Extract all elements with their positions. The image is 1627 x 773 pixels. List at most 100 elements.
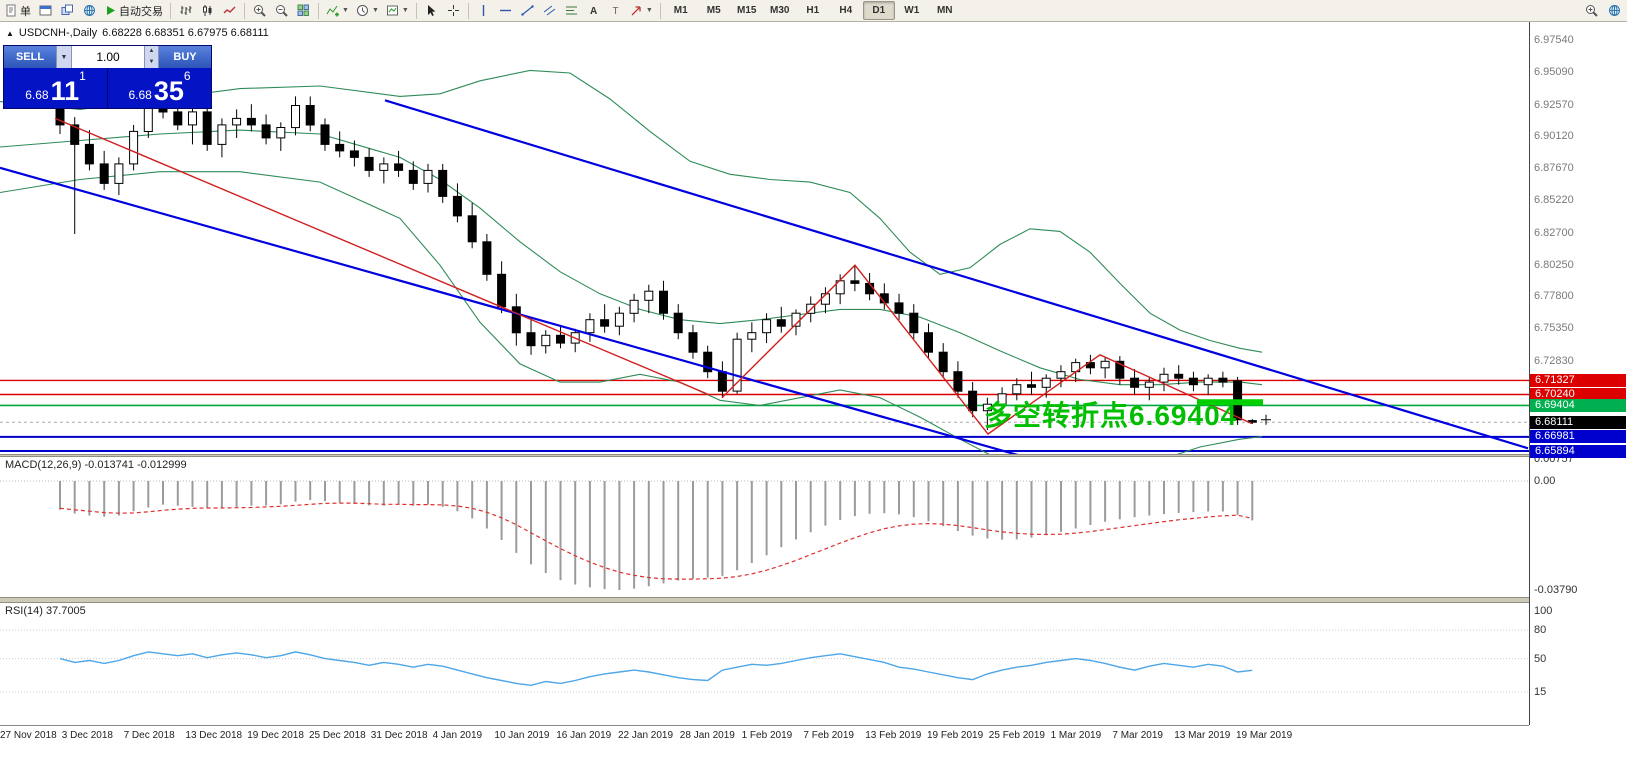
line-chart-button[interactable] xyxy=(219,1,240,20)
price-axis-label: 6.72830 xyxy=(1534,354,1574,367)
profiles-button[interactable] xyxy=(57,1,78,20)
auto-trading-button[interactable]: 自动交易 xyxy=(101,1,166,20)
date-label: 7 Feb 2019 xyxy=(803,730,854,741)
order-type-dropdown[interactable]: ▼ xyxy=(56,46,72,68)
chevron-down-icon: ▼ xyxy=(342,7,349,14)
candlestick-chart-icon xyxy=(201,4,214,17)
zoom-out-icon xyxy=(275,4,288,17)
price-axis-label: 0.00 xyxy=(1534,475,1556,487)
templates-icon xyxy=(386,4,399,17)
blue-channel-upper xyxy=(384,99,1529,450)
templates-button[interactable]: ▼ xyxy=(383,1,412,20)
timeframe-m5-button[interactable]: M5 xyxy=(706,5,721,16)
cursor-button[interactable] xyxy=(421,1,442,20)
market-watch-icon xyxy=(83,4,96,17)
indicators-icon xyxy=(326,4,339,17)
crosshair-marker xyxy=(1261,414,1271,425)
sell-quote[interactable]: 6.68 11 1 xyxy=(4,68,107,108)
timeframe-d1-button[interactable]: D1 xyxy=(862,1,895,20)
date-label: 10 Jan 2019 xyxy=(494,730,550,741)
price-tag: 6.68111 xyxy=(1530,415,1626,429)
panel-divider[interactable] xyxy=(0,454,1627,457)
volume-down-icon[interactable]: ▼ xyxy=(148,59,155,65)
new-order-button-label: 单 xyxy=(20,5,31,18)
candlestick-chart-button[interactable] xyxy=(197,1,218,20)
vertical-line-button[interactable] xyxy=(473,1,494,20)
zoom-out-button[interactable] xyxy=(271,1,292,20)
timeframe-m30-button[interactable]: M30 xyxy=(770,5,790,16)
price-axis-label: 6.87670 xyxy=(1534,162,1574,175)
market-watch-button[interactable] xyxy=(79,1,100,20)
price-tag: 6.70240 xyxy=(1530,388,1626,401)
price-axis[interactable] xyxy=(1529,22,1627,725)
toolbar: 单 自动交易 ▼ ▼ ▼ A T ▼ M1 M5 M15 M30 H1 H4 D1 W1 MN xyxy=(0,0,1627,22)
new-order-button[interactable]: 单 xyxy=(2,1,34,20)
auto-trading-button-label: 自动交易 xyxy=(119,5,163,18)
macd-panel[interactable] xyxy=(0,457,1529,597)
date-label: 4 Jan 2019 xyxy=(432,730,483,741)
sell-price-pips: 11 xyxy=(50,76,80,106)
price-axis-label: 6.95090 xyxy=(1534,65,1574,78)
bollinger-middle-line xyxy=(0,129,1263,386)
timeframe-mn-button[interactable]: MN xyxy=(936,5,953,16)
price-axis-label: 50 xyxy=(1534,652,1547,665)
volume-up-icon[interactable]: ▲ xyxy=(148,48,155,54)
date-label: 19 Feb 2019 xyxy=(927,730,984,741)
channel-button[interactable] xyxy=(539,1,560,20)
channel-icon xyxy=(543,4,556,17)
label-button[interactable]: T xyxy=(605,1,626,20)
timeframe-h4-button[interactable]: H4 xyxy=(839,5,853,16)
new-chart-icon xyxy=(39,4,52,17)
rsi-panel[interactable] xyxy=(0,603,1529,725)
volume-input[interactable] xyxy=(72,46,144,68)
buy-button[interactable]: BUY xyxy=(159,46,211,68)
fibonacci-button[interactable] xyxy=(561,1,582,20)
label-icon: T xyxy=(609,4,622,17)
one-click-trading-panel: SELL ▼ ▲▼ BUY 6.68 11 1 6.68 35 6 xyxy=(3,45,212,109)
crosshair-button[interactable] xyxy=(443,1,464,20)
svg-text:T: T xyxy=(612,6,618,17)
timeframe-w1-button[interactable]: W1 xyxy=(904,5,920,16)
fibonacci-icon xyxy=(565,4,578,17)
periods-button[interactable]: ▼ xyxy=(353,1,382,20)
date-label: 25 Dec 2018 xyxy=(309,730,366,741)
bar-chart-button[interactable] xyxy=(175,1,196,20)
zoom-in-button[interactable] xyxy=(249,1,270,20)
sell-button[interactable]: SELL xyxy=(4,46,56,68)
text-button[interactable]: A xyxy=(583,1,604,20)
date-label: 13 Dec 2018 xyxy=(185,730,243,741)
timeframe-h1-button[interactable]: H1 xyxy=(806,5,820,16)
panel-divider[interactable] xyxy=(0,597,1627,603)
community-button[interactable] xyxy=(1604,1,1625,20)
red-trendline xyxy=(54,117,711,396)
date-label: 19 Dec 2018 xyxy=(247,730,304,741)
toolbar-right-buttons xyxy=(1581,1,1625,20)
arrows-button[interactable]: ▼ xyxy=(627,1,656,20)
indicators-button[interactable]: ▼ xyxy=(323,1,352,20)
date-label: 13 Mar 2019 xyxy=(1174,730,1231,741)
date-label: 7 Dec 2018 xyxy=(123,730,175,741)
tile-windows-button[interactable] xyxy=(293,1,314,20)
time-axis[interactable]: 27 Nov 2018 3 Dec 2018 7 Dec 2018 13 Dec 20… xyxy=(0,725,1529,746)
date-label: 19 Mar 2019 xyxy=(1236,730,1293,741)
new-order-icon xyxy=(5,4,18,17)
trendline-button[interactable] xyxy=(517,1,538,20)
date-label: 22 Jan 2019 xyxy=(618,730,674,741)
sell-price-prefix: 6.68 xyxy=(25,88,49,102)
trendlines[interactable] xyxy=(0,99,1529,454)
toolbar-separator xyxy=(659,2,661,19)
volume-stepper[interactable]: ▲ ▼ xyxy=(144,46,159,68)
timeframe-m15-button[interactable]: M15 xyxy=(737,5,757,16)
horizontal-line-button[interactable] xyxy=(495,1,516,20)
rsi-line xyxy=(59,651,1253,687)
main-chart[interactable] xyxy=(0,22,1529,454)
buy-quote[interactable]: 6.68 35 6 xyxy=(108,68,211,108)
toolbar-separator xyxy=(467,2,469,19)
date-label: 25 Feb 2019 xyxy=(988,730,1045,741)
horizontal-level-lines[interactable] xyxy=(0,379,1529,452)
zoom-in-icon xyxy=(253,4,266,17)
new-chart-button[interactable] xyxy=(35,1,56,20)
date-label: 7 Mar 2019 xyxy=(1112,730,1163,741)
search-button[interactable] xyxy=(1581,1,1602,20)
timeframe-m1-button[interactable]: M1 xyxy=(673,5,688,16)
